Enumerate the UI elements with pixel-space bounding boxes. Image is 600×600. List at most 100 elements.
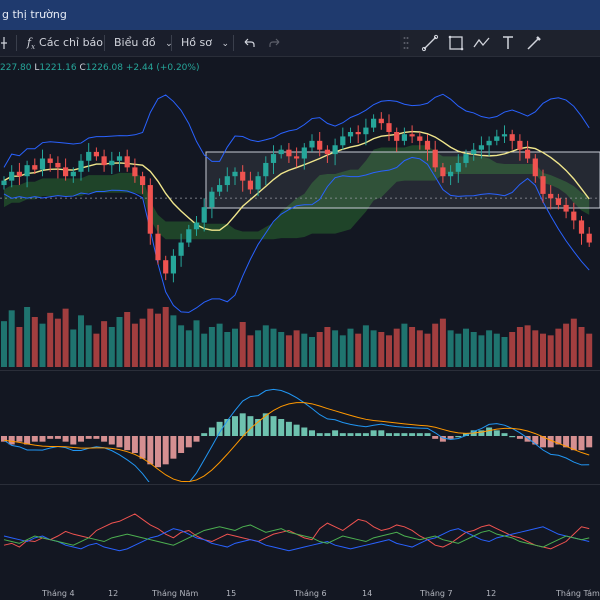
volume-bar [8,310,15,367]
volume-bar [355,333,362,367]
brush-tool-icon[interactable] [524,33,544,53]
candle-body [109,160,115,166]
volume-bar [547,335,554,367]
candle [232,167,238,186]
volume-bar [224,332,231,367]
macd-histogram-bar [524,436,531,442]
chart-type-button[interactable]: Biểu đồ ⌄ [114,30,173,56]
volume-bar [101,321,108,367]
toolbar-separator [16,35,17,51]
rectangle-tool-icon[interactable] [446,33,466,53]
volume-bar [24,307,31,367]
candle-body [386,123,392,132]
macd-chart[interactable] [0,372,600,482]
candle [93,147,99,161]
candle-body [186,229,192,243]
candle-body [101,156,107,166]
volume-bar [155,313,161,367]
macd-histogram-bar [139,436,146,459]
change-value: +2.44 (+0.20%) [125,63,200,73]
volume-bar [147,308,154,367]
path-tool-icon[interactable] [472,33,492,53]
volume-bar [509,332,516,367]
candle [201,198,207,232]
candle [578,216,585,245]
volume-bar [232,328,238,367]
candle-body [525,149,531,159]
candle [186,224,192,247]
candle-body [178,242,184,256]
volume-bar [293,330,300,367]
candle [340,127,346,150]
x-axis-label: Tháng Tám [556,589,600,598]
candle [78,154,84,181]
candle-body [124,156,130,168]
volume-bar [339,335,346,367]
volume-bar [85,325,92,367]
profile-button[interactable]: Hồ sơ ⌄ [181,30,229,56]
candle [294,147,300,168]
line-tool-icon[interactable] [420,33,440,53]
candle-body [332,145,338,155]
macd-histogram-bar [555,436,562,445]
macd-histogram-bar [432,436,439,439]
crosshair-icon[interactable] [0,36,8,50]
macd-histogram-bar [270,416,277,436]
profile-label: Hồ sơ [181,36,212,49]
macd-histogram-bar [70,436,77,445]
macd-histogram-bar [255,419,262,436]
volume-bar [116,317,123,367]
macd-histogram-bar [586,436,593,448]
candle [417,132,423,150]
candle-body [371,118,377,128]
pane-divider [0,484,600,485]
volume-bar [324,327,331,367]
volume-bar [124,312,131,367]
volume-bar [455,333,462,367]
candle-body [286,149,292,157]
rsi-chart[interactable] [0,486,600,586]
price-chart[interactable] [0,80,600,370]
macd-histogram-bar [131,436,138,453]
candle-body [378,118,384,124]
indicators-button[interactable]: fx Các chỉ báo [27,30,103,56]
candle [478,136,484,159]
ohlc-legend: 227.80 L1221.16 C1226.08 +2.44 (+0.20%) [0,63,199,77]
macd-histogram-bar [278,419,285,436]
candle [278,145,284,159]
volume-bar [208,327,215,367]
candle-body [70,171,76,177]
candle-body [78,160,84,172]
text-tool-icon[interactable] [498,33,518,53]
volume-bar [478,335,485,367]
candle-body [201,207,207,223]
candle [1,176,7,190]
signal-line [3,402,590,482]
macd-histogram-bar [486,427,493,436]
macd-histogram-bar [447,436,454,439]
macd-histogram-bar [578,436,585,451]
volume-bar [332,330,339,367]
x-axis-label: 15 [226,589,237,598]
candle [355,125,361,144]
undo-icon[interactable] [243,37,255,49]
macd-histogram-bar [1,436,7,442]
volume-bar [39,323,46,367]
macd-histogram-bar [262,413,269,436]
macd-histogram-bar [239,413,246,436]
candle-body [571,211,577,221]
candle-body [24,165,30,177]
redo-icon[interactable] [269,37,281,49]
candle-body [563,204,569,212]
candle [363,118,369,146]
macd-histogram-bar [355,433,362,436]
macd-histogram-bar [170,436,177,459]
close-value: 1226.08 [85,63,123,73]
bollinger-upper [3,93,590,168]
volume-bar [1,321,7,367]
macd-histogram-bar [316,433,323,436]
candle-body [270,154,277,163]
candle [548,185,554,210]
drag-handle-icon[interactable] [403,33,409,53]
candle-body [347,132,354,137]
